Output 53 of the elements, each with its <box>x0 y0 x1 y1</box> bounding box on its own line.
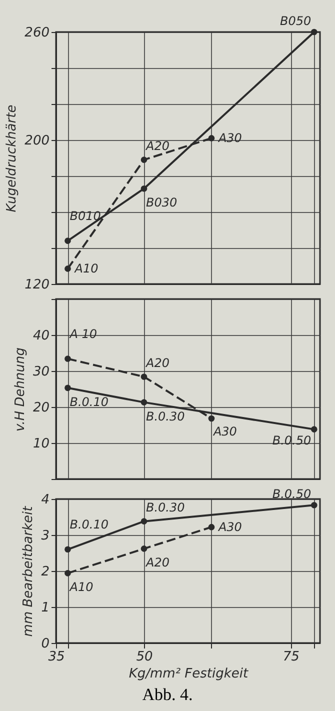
y-axis-title: mm Bearbeitbarkeit <box>21 505 36 637</box>
point <box>140 374 148 380</box>
point <box>140 156 148 163</box>
annotation: A10 <box>74 262 99 276</box>
annotation: A20 <box>145 138 170 153</box>
y-tick-label: 4 <box>41 492 50 508</box>
point <box>64 356 71 362</box>
y-tick-label: 0 <box>41 636 50 652</box>
point <box>64 546 71 553</box>
y-tick-label: 200 <box>24 134 50 148</box>
point <box>208 415 215 422</box>
point <box>208 524 215 530</box>
point <box>64 238 71 244</box>
point <box>140 399 148 406</box>
annotation: A20 <box>145 556 170 570</box>
annotation: B.0.50 <box>272 487 312 502</box>
point <box>140 185 148 192</box>
annotation: A20 <box>145 356 170 370</box>
y-tick-label: 1 <box>41 600 50 616</box>
y-tick-label: 3 <box>41 528 50 544</box>
y-tick-label: 260 <box>24 26 50 40</box>
x-tick-label: 75 <box>282 650 300 664</box>
annotation: B.0.30 <box>146 500 186 514</box>
point <box>64 384 71 392</box>
annotation: A10 <box>68 580 94 594</box>
annotation: B.0.30 <box>146 409 186 424</box>
annotation: A30 <box>212 424 238 439</box>
x-tick-label: 50 <box>136 650 153 664</box>
y-tick-label: 10 <box>32 436 50 452</box>
y-tick-label: 120 <box>24 278 50 292</box>
point <box>310 426 318 432</box>
point <box>140 518 148 524</box>
x-tick-label: 35 <box>48 650 65 664</box>
y-axis-title: v.H Dehnung <box>12 348 28 432</box>
point <box>64 266 71 272</box>
x-axis-title: Kg/mm² Festigkeit <box>128 666 250 682</box>
y-tick-label: 40 <box>32 328 50 344</box>
y-tick-label: 30 <box>32 364 50 380</box>
annotation: B.0.10 <box>70 517 109 532</box>
point <box>140 546 148 552</box>
point <box>208 135 215 142</box>
y-axis-title: Kugeldruckhärte <box>4 104 20 212</box>
annotation: A30 <box>217 520 242 534</box>
point <box>310 502 318 508</box>
annotation: B050 <box>280 14 312 28</box>
y-tick-label: 20 <box>32 400 50 416</box>
annotation: B030 <box>146 196 178 210</box>
annotation: B010 <box>70 208 102 223</box>
caption: Abb. 4. <box>141 685 194 705</box>
y-tick-label: 2 <box>41 564 50 580</box>
annotation: B.0.10 <box>70 394 109 409</box>
point <box>64 570 71 576</box>
point <box>310 28 318 36</box>
